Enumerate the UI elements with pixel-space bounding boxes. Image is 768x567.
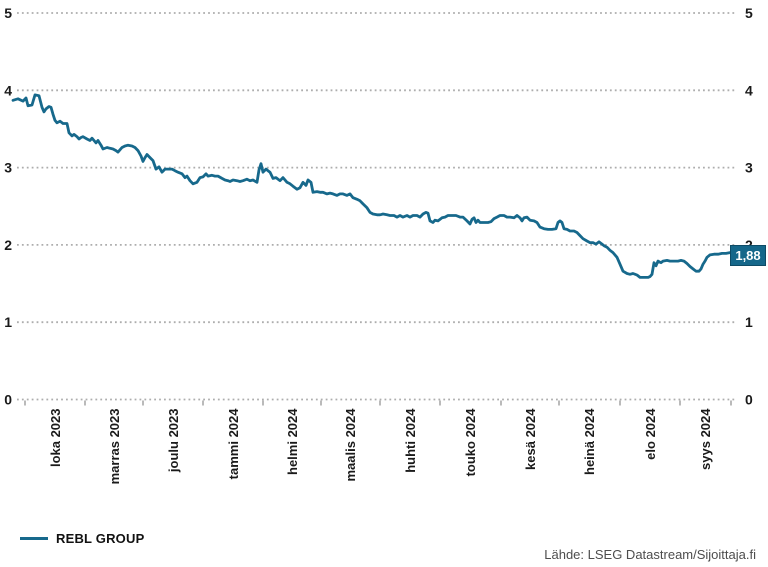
x-axis-month-label: marras 2023	[107, 409, 122, 485]
x-axis-month-label: elo 2024	[643, 408, 658, 460]
chart-canvas: 0 0 1 1 2 2 3 3 4 4 5 5 loka 2023 marras 2023 joulu 20…	[4, 5, 753, 485]
y-axis-label-left: 5	[4, 5, 12, 21]
y-axis-label-left: 4	[4, 82, 12, 98]
legend: REBL GROUP	[20, 531, 144, 546]
x-axis-month-label: joulu 2023	[166, 409, 181, 474]
x-axis-month-label: heinä 2024	[582, 408, 597, 475]
price-line	[11, 93, 737, 279]
y-axis-label-right: 5	[745, 5, 753, 21]
y-axis-label-right: 0	[745, 392, 753, 408]
y-axis-label-left: 2	[4, 237, 12, 253]
x-axis-month-label: kesä 2024	[523, 408, 538, 470]
y-axis-label-left: 0	[4, 392, 12, 408]
x-axis-month-label: touko 2024	[463, 408, 478, 477]
legend-line-swatch	[20, 537, 48, 540]
x-axis-month-label: syys 2024	[698, 408, 713, 470]
y-axis-label-right: 3	[745, 160, 753, 176]
y-axis-label-right: 2	[745, 237, 753, 253]
x-axis-month-label: maalis 2024	[343, 408, 358, 482]
x-axis-month-label: loka 2023	[48, 409, 63, 468]
y-axis-label-left: 3	[4, 160, 12, 176]
legend-series-label: REBL GROUP	[56, 531, 145, 546]
x-axis-month-label: huhti 2024	[403, 408, 418, 473]
y-axis-label-left: 1	[4, 314, 12, 330]
y-axis-label-right: 1	[745, 314, 753, 330]
last-value-badge: 1,88	[730, 245, 766, 266]
source-attribution: Lähde: LSEG Datastream/Sijoittaja.fi	[544, 547, 756, 562]
x-axis-month-label: helmi 2024	[285, 408, 300, 475]
x-axis-month-label: tammi 2024	[226, 408, 241, 480]
y-axis-label-right: 4	[745, 82, 753, 98]
